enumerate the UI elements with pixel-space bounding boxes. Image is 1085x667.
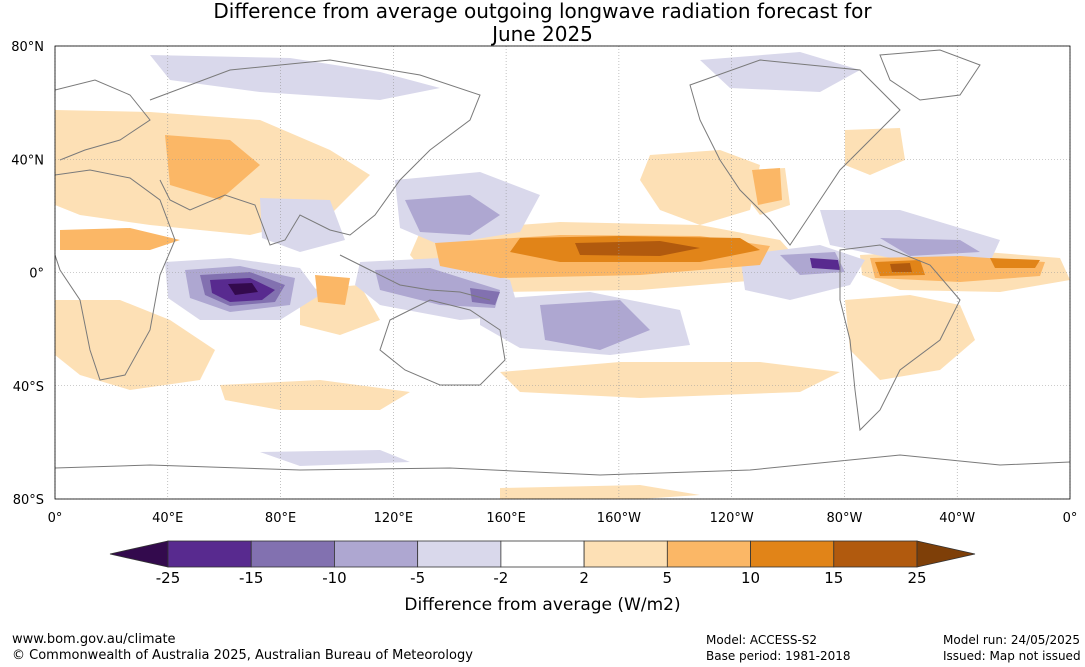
lon-label: 120°W	[710, 511, 754, 526]
lon-label: 0°	[48, 511, 63, 526]
longitude-labels: 0° 40°E 80°E 120°E 160°E 160°W 120°W 80°W 40°W 0°	[48, 511, 1078, 526]
lon-label: 0°	[1063, 511, 1078, 526]
coastlines	[55, 49, 1070, 476]
lon-label: 120°E	[374, 511, 414, 526]
greenland-coastline	[879, 49, 981, 101]
anomaly-region-africa-excess	[55, 300, 215, 390]
anomaly-field	[55, 52, 1070, 499]
anomaly-region-north-america-excess-mid	[752, 168, 782, 205]
colorbar-bin	[500, 540, 585, 568]
anomaly-region-central-asia-excess	[165, 135, 260, 200]
colorbar-tick-label: 5	[663, 569, 673, 587]
anomaly-region-india-excess	[60, 228, 180, 250]
colorbar-tick-label: -15	[239, 569, 264, 587]
anomaly-region-maritime-deficit-mid	[375, 268, 500, 308]
map-panel	[54, 45, 1071, 500]
colorbar-tick-label: -10	[322, 569, 347, 587]
lon-label: 40°E	[152, 511, 183, 526]
model-run-text: Model run: 24/05/2025	[943, 633, 1081, 647]
antarctica-coastline	[55, 454, 1070, 476]
anomaly-region-amazon-core	[890, 263, 912, 272]
anomaly-region-south-pacific-deficit-mid	[540, 300, 650, 350]
website-text: www.bom.gov.au/climate	[12, 632, 176, 647]
colorbar-bin	[167, 540, 252, 568]
lat-label: 0°	[29, 267, 44, 282]
copyright-text: © Commonwealth of Australia 2025, Austra…	[12, 648, 473, 663]
anomaly-region-west-pacific-deficit-mid	[405, 195, 500, 235]
lon-label: 80°E	[265, 511, 296, 526]
colorbar-title: Difference from average (W/m2)	[404, 595, 680, 615]
africa-coastline	[55, 169, 176, 381]
colorbar-bin	[666, 540, 751, 568]
colorbar-high-extend	[916, 540, 976, 568]
indonesia-coastline	[339, 254, 491, 301]
lat-label: 40°N	[11, 153, 44, 168]
anomaly-region-southern-ocean-excess	[500, 362, 840, 398]
colorbar-bin	[250, 540, 335, 568]
colorbar-tick-label: -2	[493, 569, 508, 587]
anomaly-region-east-pacific-excess	[845, 128, 905, 175]
europe-coastline	[55, 79, 151, 161]
north-america-coastline	[689, 59, 901, 246]
lon-label: 40°W	[939, 511, 975, 526]
anomaly-region-india-deficit	[260, 198, 345, 252]
anomaly-region-atlantic-excess-strong	[990, 258, 1040, 268]
issued-text: Issued: Map not issued	[943, 649, 1081, 663]
asia-coastline	[149, 59, 481, 246]
anomaly-region-central-pacific-core	[575, 241, 700, 256]
colorbar-low-extend	[109, 540, 169, 568]
title-line-1: Difference from average outgoing longwav…	[213, 0, 872, 23]
anomaly-region-north-america-deficit	[700, 52, 860, 92]
colorbar-tick-label: -5	[410, 569, 425, 587]
lat-label: 40°S	[13, 380, 44, 395]
colorbar-tick-label: 10	[741, 569, 760, 587]
anomaly-region-maritime-continent-deficit	[810, 258, 840, 270]
colorbar-tick-label: 25	[907, 569, 926, 587]
colorbar-bin	[750, 540, 835, 568]
lon-label: 160°W	[597, 511, 641, 526]
anomaly-region-antarctic-deficit	[260, 450, 410, 466]
colorbar-bin	[583, 540, 668, 568]
lat-label: 80°N	[11, 40, 44, 55]
anomaly-region-maritime-deficit-strong	[470, 288, 500, 305]
colorbar-bin	[833, 540, 918, 568]
map-frame	[54, 45, 1071, 500]
colorbar-bin	[417, 540, 502, 568]
colorbar-tick-label: -25	[156, 569, 181, 587]
lon-label: 160°E	[486, 511, 526, 526]
anomaly-region-central-america-deficit-mid	[880, 238, 980, 256]
base-period-text: Base period: 1981-2018	[706, 649, 851, 663]
title-line-2: June 2025	[492, 22, 593, 46]
anomaly-region-indian-ocean-core	[228, 283, 258, 295]
australia-coastline	[379, 299, 506, 386]
latitude-labels: 80°N 40°N 0° 40°S 80°S	[11, 40, 44, 508]
anomaly-region-antarctic-excess	[500, 485, 700, 499]
south-america-coastline	[839, 244, 961, 432]
colorbar-tick-label: 15	[824, 569, 843, 587]
anomaly-region-south-america-excess	[845, 295, 975, 380]
anomaly-region-south-ocean-excess-2	[220, 380, 410, 410]
anomaly-region-north-pacific-excess	[640, 150, 760, 225]
anomaly-region-arctic-deficit	[150, 55, 440, 100]
colorbar-bin	[334, 540, 419, 568]
anomaly-region-australia-excess-mid	[315, 275, 350, 305]
lat-label: 80°S	[13, 493, 44, 508]
colorbar-tick-label: 2	[579, 569, 589, 587]
model-text: Model: ACCESS-S2	[706, 633, 818, 647]
map-title: Difference from average outgoing longwav…	[0, 0, 1085, 46]
lon-label: 80°W	[826, 511, 862, 526]
